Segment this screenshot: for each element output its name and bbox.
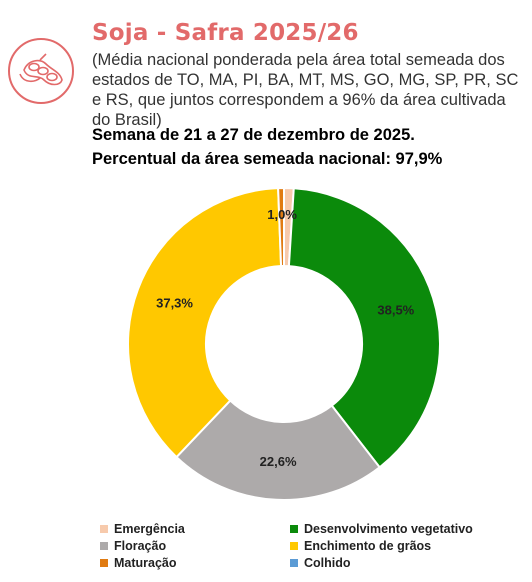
legend-item-desenvolvimento-vegetativo: Desenvolvimento vegetativo <box>290 522 473 536</box>
soybean-logo <box>8 38 74 104</box>
slice-label-2: 22,6% <box>260 454 297 469</box>
slice-label-0: 1,0% <box>267 207 297 222</box>
week-label: Semana de 21 a 27 de dezembro de 2025. <box>92 126 415 144</box>
legend-label: Desenvolvimento vegetativo <box>304 522 473 536</box>
donut-slices <box>127 186 441 501</box>
legend-item-maturacao: Maturação <box>100 556 177 570</box>
legend-swatch <box>290 525 298 533</box>
legend-item-colhido: Colhido <box>290 556 351 570</box>
donut-slice-3 <box>127 187 283 459</box>
sown-percent-label: Percentual da área semeada nacional: 97,… <box>92 150 443 168</box>
legend-swatch <box>290 559 298 567</box>
legend-swatch <box>290 542 298 550</box>
donut-labels: 1,0% 38,5% 22,6% 37,3% <box>156 207 415 469</box>
legend-label: Maturação <box>114 556 177 570</box>
legend-label: Colhido <box>304 556 351 570</box>
donut-slice-2 <box>175 399 382 501</box>
donut-slice-1 <box>287 187 441 469</box>
legend-item-floracao: Floração <box>100 539 166 553</box>
slice-label-1: 38,5% <box>377 303 414 318</box>
legend-swatch <box>100 542 108 550</box>
legend-swatch <box>100 559 108 567</box>
legend-label: Emergência <box>114 522 185 536</box>
legend-item-enchimento-de-graos: Enchimento de grãos <box>290 539 431 553</box>
legend-label: Floração <box>114 539 167 553</box>
chart-title: Soja - Safra 2025/26 <box>92 20 359 46</box>
legend-swatch <box>100 525 108 533</box>
donut-chart: 1,0% 38,5% 22,6% 37,3% <box>127 186 441 501</box>
chart-subtitle: (Média nacional ponderada pela área tota… <box>92 51 519 129</box>
legend-item-emergencia: Emergência <box>100 522 185 536</box>
soybean-pod-icon <box>19 53 63 86</box>
donut-slice-4 <box>277 186 285 268</box>
slice-label-3: 37,3% <box>156 296 193 311</box>
legend-label: Enchimento de grãos <box>304 539 432 553</box>
